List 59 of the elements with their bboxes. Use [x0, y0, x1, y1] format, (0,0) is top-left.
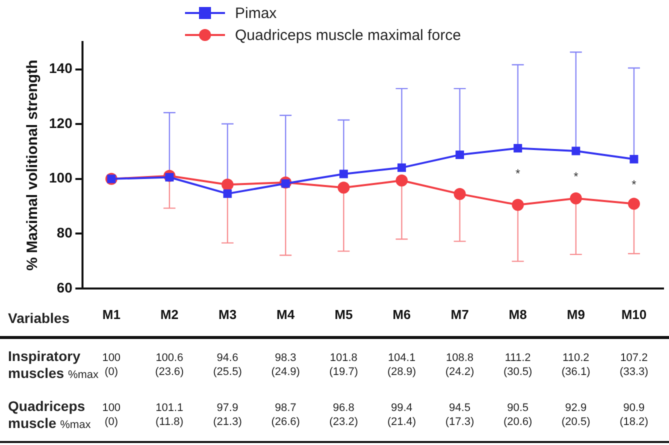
x-tick-label: M6 [392, 306, 411, 322]
x-tick-label: M4 [276, 306, 296, 322]
data-label: 100 (0) [102, 351, 121, 379]
data-label: 99.4 (21.4) [387, 401, 416, 429]
data-label: 94.5 (17.3) [445, 401, 474, 429]
data-label: 101.8 (19.7) [329, 351, 358, 379]
data-label: 107.2 (33.3) [620, 351, 648, 379]
point [397, 163, 406, 172]
y-tick-label: 120 [49, 114, 73, 131]
annotation: * [516, 166, 521, 181]
point [514, 144, 522, 152]
x-tick-label: M2 [160, 306, 178, 322]
y-tick-label: 140 [49, 60, 73, 76]
x-tick-label: M7 [450, 306, 469, 322]
point [572, 146, 580, 156]
point [456, 150, 464, 160]
point [281, 179, 290, 188]
data-label: 100.6 (23.6) [155, 351, 184, 379]
x-tick-label: M5 [334, 306, 353, 322]
legend-label: Quadriceps muscle maximal force [235, 26, 461, 44]
data-label: 101.1 (11.8) [155, 401, 184, 429]
y-tick-label: 80 [56, 224, 73, 241]
data-label: 94.6 (25.5) [213, 351, 242, 379]
text: Quadriceps muscle %max [8, 398, 91, 433]
annotation: * [632, 177, 637, 192]
point [454, 188, 466, 200]
data-label: 92.9 (20.5) [562, 401, 590, 429]
point [628, 198, 640, 210]
point [570, 192, 582, 204]
x-tick-label: M9 [566, 306, 585, 322]
data-label: 90.5 (20.6) [503, 401, 532, 429]
y-tick-label: 60 [56, 279, 73, 296]
point [223, 189, 232, 198]
point [630, 154, 638, 164]
y-axis-title: % Maximal volitional strength [24, 60, 42, 271]
annotation: * [574, 169, 579, 184]
data-label: 111.2 (30.5) [503, 351, 532, 379]
x-tick-label: M10 [621, 306, 647, 322]
data-label: 100 (0) [102, 401, 121, 429]
data-label: 108.8 (24.2) [445, 351, 474, 379]
x-tick-label: M8 [508, 306, 527, 322]
data-label: 110.2 (36.1) [562, 351, 590, 379]
data-label: 98.3 (24.9) [271, 351, 300, 379]
data-label: 96.8 (23.2) [329, 401, 358, 429]
legend-label: Pimax [235, 4, 277, 22]
point [222, 178, 234, 191]
point [338, 182, 350, 194]
data-label: 97.9 (21.3) [213, 401, 242, 429]
data-label: 104.1 (28.9) [387, 351, 416, 379]
y-tick-label: 100 [49, 170, 73, 186]
text: Variables [8, 310, 70, 327]
data-label: 90.9 (18.2) [620, 401, 648, 429]
point [339, 170, 348, 178]
point [396, 174, 408, 187]
x-tick-label: M3 [218, 306, 237, 322]
point [512, 198, 524, 211]
text: Inspiratory muscles %max [8, 348, 98, 383]
data-label: 98.7 (26.6) [271, 401, 300, 429]
x-tick-label: M1 [102, 306, 120, 322]
